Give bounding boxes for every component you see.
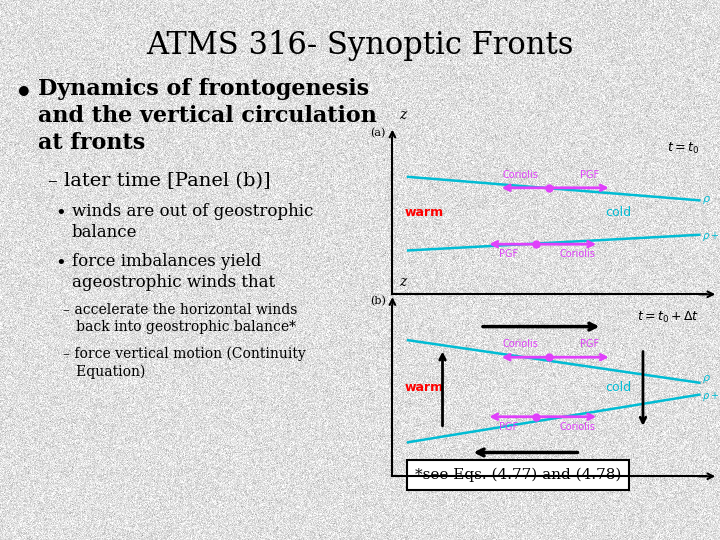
Text: Coriolis: Coriolis xyxy=(559,249,595,259)
Text: PGF: PGF xyxy=(499,422,518,433)
Text: $\rho + \Delta\rho$: $\rho + \Delta\rho$ xyxy=(703,389,720,403)
Text: $\rho + \Delta\rho$: $\rho + \Delta\rho$ xyxy=(703,230,720,244)
Text: warm: warm xyxy=(405,206,444,219)
Text: (b): (b) xyxy=(371,296,387,306)
Text: $t = t_0$: $t = t_0$ xyxy=(667,141,699,156)
Text: •: • xyxy=(55,255,66,273)
Text: •: • xyxy=(15,80,32,107)
Text: – later time [Panel (b)]: – later time [Panel (b)] xyxy=(48,172,271,190)
Text: PGF: PGF xyxy=(580,171,599,180)
Text: z: z xyxy=(399,275,406,289)
Text: z: z xyxy=(399,108,406,122)
Text: force imbalances yield
ageostrophic winds that: force imbalances yield ageostrophic wind… xyxy=(72,253,275,291)
Text: PGF: PGF xyxy=(499,249,518,259)
Text: $t = t_0 + \Delta t$: $t = t_0 + \Delta t$ xyxy=(637,309,699,325)
Text: cold: cold xyxy=(606,206,631,219)
Text: cold: cold xyxy=(606,381,631,394)
Text: (a): (a) xyxy=(371,128,386,138)
Text: •: • xyxy=(55,205,66,223)
Text: Coriolis: Coriolis xyxy=(503,339,539,349)
Text: $\rho$: $\rho$ xyxy=(703,194,711,206)
Text: Dynamics of frontogenesis
and the vertical circulation
at fronts: Dynamics of frontogenesis and the vertic… xyxy=(38,78,377,154)
Text: $\rho$: $\rho$ xyxy=(703,373,711,386)
Text: PGF: PGF xyxy=(580,339,599,349)
Text: – accelerate the horizontal winds
   back into geostrophic balance*: – accelerate the horizontal winds back i… xyxy=(63,303,297,334)
Text: Coriolis: Coriolis xyxy=(559,422,595,433)
Text: warm: warm xyxy=(405,381,444,394)
Text: Coriolis: Coriolis xyxy=(503,171,539,180)
Text: – force vertical motion (Continuity
   Equation): – force vertical motion (Continuity Equa… xyxy=(63,347,306,379)
Text: ATMS 316- Synoptic Fronts: ATMS 316- Synoptic Fronts xyxy=(146,30,574,61)
Text: *see Eqs. (4.77) and (4.78): *see Eqs. (4.77) and (4.78) xyxy=(415,468,621,482)
Text: winds are out of geostrophic
balance: winds are out of geostrophic balance xyxy=(72,203,313,241)
